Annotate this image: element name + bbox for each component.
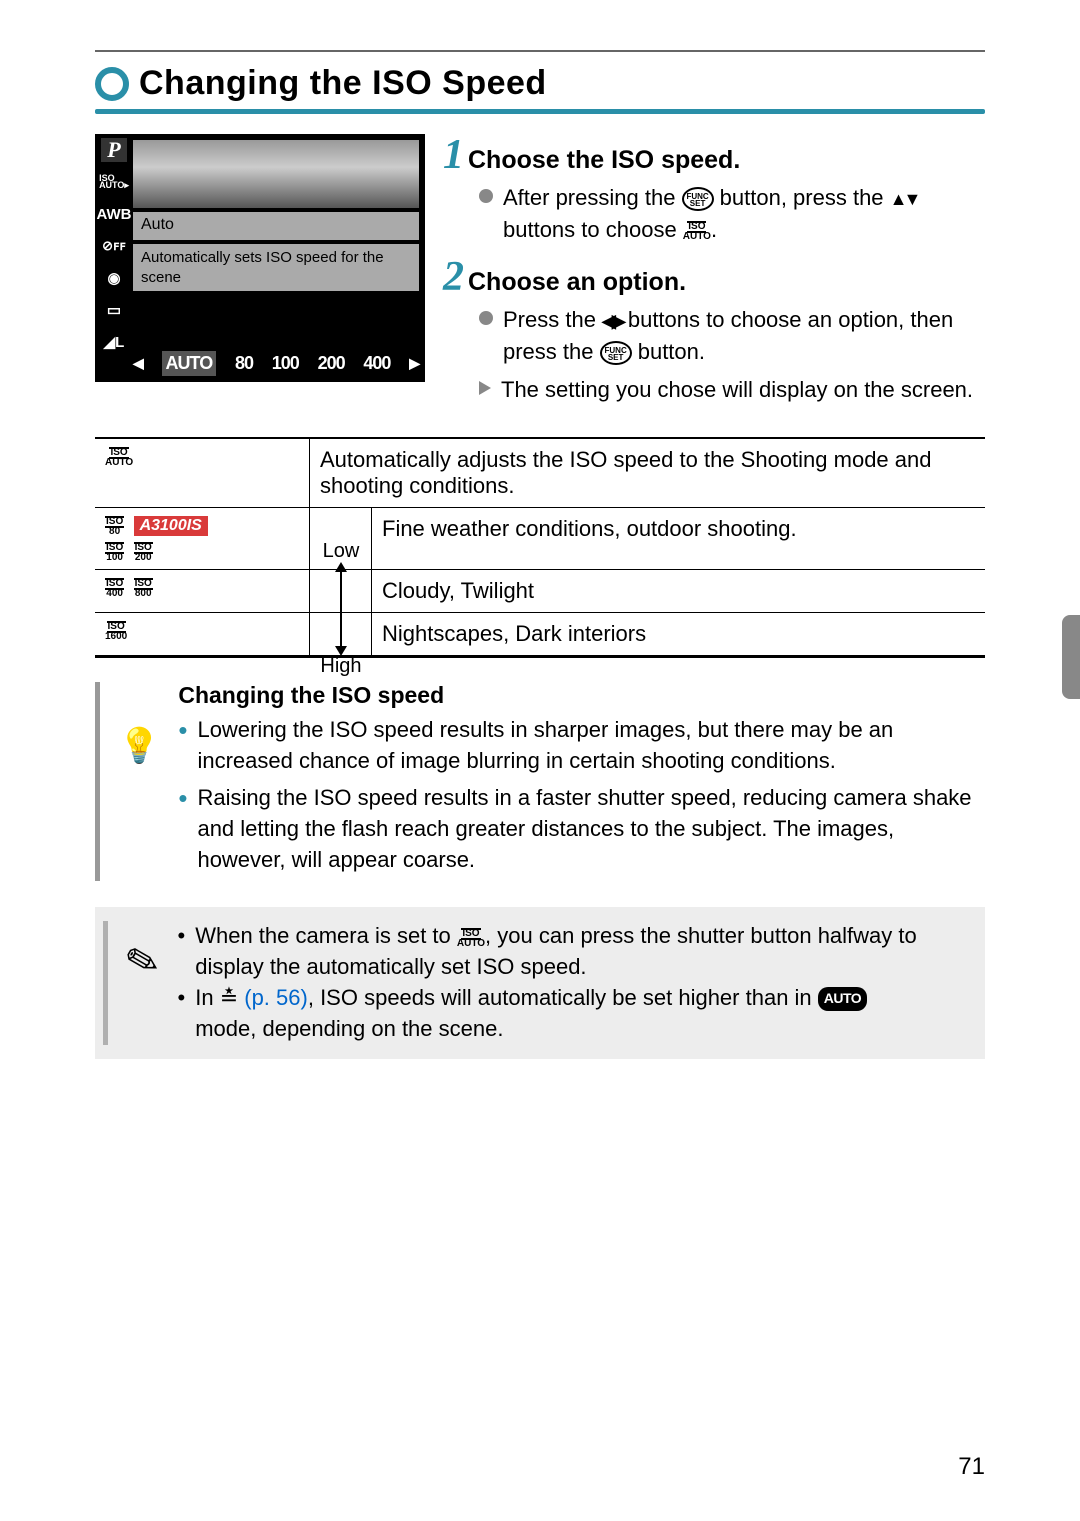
note-bullet-2: • In ≛ (p. 56), ISO speeds will automati… — [178, 983, 969, 1045]
camera-lcd-screenshot: P ISOAUTO▸ AWB ⊘ꜰꜰ ◉ ▭ ◢L Auto Automatic… — [95, 134, 425, 382]
func-set-button-icon: FUNCSET — [682, 187, 714, 211]
tip-bullet-1: •Lowering the ISO speed results in sharp… — [178, 715, 985, 777]
step-2-text-2: The setting you chose will display on th… — [501, 374, 973, 406]
step-2-text-1: Press the ◀▶ buttons to choose an option… — [503, 304, 985, 368]
table-cell-low-desc: Fine weather conditions, outdoor shootin… — [372, 508, 985, 569]
up-down-arrows-icon: ▲▼ — [890, 186, 918, 212]
page-title-row: Changing the ISO Speed — [95, 64, 985, 103]
table-cell-high-desc: Nightscapes, Dark interiors — [372, 613, 985, 655]
lcd-iso-options: ◀ AUTO 80 100 200 400 ▶ — [133, 351, 419, 376]
tip-bar — [95, 682, 100, 881]
note-bar — [103, 921, 108, 1044]
table-cell-iso-low: ISO80 A3100IS ISO100 ISO200 — [95, 508, 310, 569]
lcd-description: Automatically sets ISO speed for the sce… — [133, 244, 419, 291]
func-set-button-icon: FUNCSET — [600, 341, 632, 365]
step-1-number: 1 — [443, 134, 464, 176]
title-underline — [95, 109, 985, 114]
iso-auto-icon: ISOAUTO — [683, 221, 711, 241]
tip-title: Changing the ISO speed — [178, 682, 985, 709]
page-number: 71 — [958, 1453, 985, 1481]
scene-mode-icon: ≛ — [220, 985, 238, 1010]
lcd-iso-auto-icon: ISOAUTO▸ — [99, 170, 129, 194]
page-reference-link[interactable]: (p. 56) — [244, 985, 308, 1010]
note-bullet-1: • When the camera is set to ISOAUTO, you… — [178, 921, 969, 983]
page-title: Changing the ISO Speed — [139, 64, 547, 103]
table-cell-auto-desc: Automatically adjusts the ISO speed to t… — [310, 439, 985, 507]
lightbulb-icon: 💡 — [118, 726, 160, 766]
tip-box: 💡 Changing the ISO speed •Lowering the I… — [95, 682, 985, 881]
note-box: ✎ • When the camera is set to ISOAUTO, y… — [95, 907, 985, 1058]
low-high-scale: Low High — [310, 534, 372, 682]
lcd-aspect: ▭ — [107, 298, 121, 322]
lcd-mode-p: P — [101, 138, 127, 162]
tip-bullet-2: •Raising the ISO speed results in a fast… — [178, 783, 985, 875]
lcd-meter: ◉ — [107, 266, 120, 290]
result-arrow-icon — [479, 381, 491, 395]
iso-auto-icon: ISOAUTO — [457, 928, 485, 948]
table-cell-mid-desc: Cloudy, Twilight — [372, 570, 985, 612]
pencil-note-icon: ✎ — [121, 936, 165, 989]
iso-speed-table: ISOAUTO Automatically adjusts the ISO sp… — [95, 437, 985, 658]
lcd-awb: AWB — [97, 202, 132, 226]
model-badge: A3100IS — [134, 516, 208, 536]
auto-mode-pill-icon: AUTO — [818, 987, 867, 1011]
section-tab — [1062, 615, 1080, 699]
lcd-off: ⊘ꜰꜰ — [102, 234, 126, 258]
step-1-title: Choose the ISO speed. — [468, 146, 740, 175]
bullet-icon — [479, 311, 493, 325]
bullet-icon — [479, 189, 493, 203]
step-2-number: 2 — [443, 256, 464, 298]
left-right-arrows-icon: ◀▶ — [602, 308, 622, 334]
title-bullet-icon — [95, 67, 129, 101]
step-1-text: After pressing the FUNCSET button, press… — [503, 182, 917, 246]
table-cell-iso-mid: ISO400 ISO800 — [95, 570, 310, 612]
table-cell-iso-auto: ISOAUTO — [95, 439, 310, 507]
table-cell-iso-high: ISO1600 — [95, 613, 310, 655]
lcd-photo-preview — [133, 140, 419, 208]
step-2-title: Choose an option. — [468, 268, 686, 297]
lcd-size: ◢L — [104, 330, 125, 354]
step-1: 1 Choose the ISO speed. After pressing t… — [443, 134, 985, 246]
step-2: 2 Choose an option. Press the ◀▶ buttons… — [443, 256, 985, 406]
lcd-selected-label: Auto — [133, 212, 419, 240]
